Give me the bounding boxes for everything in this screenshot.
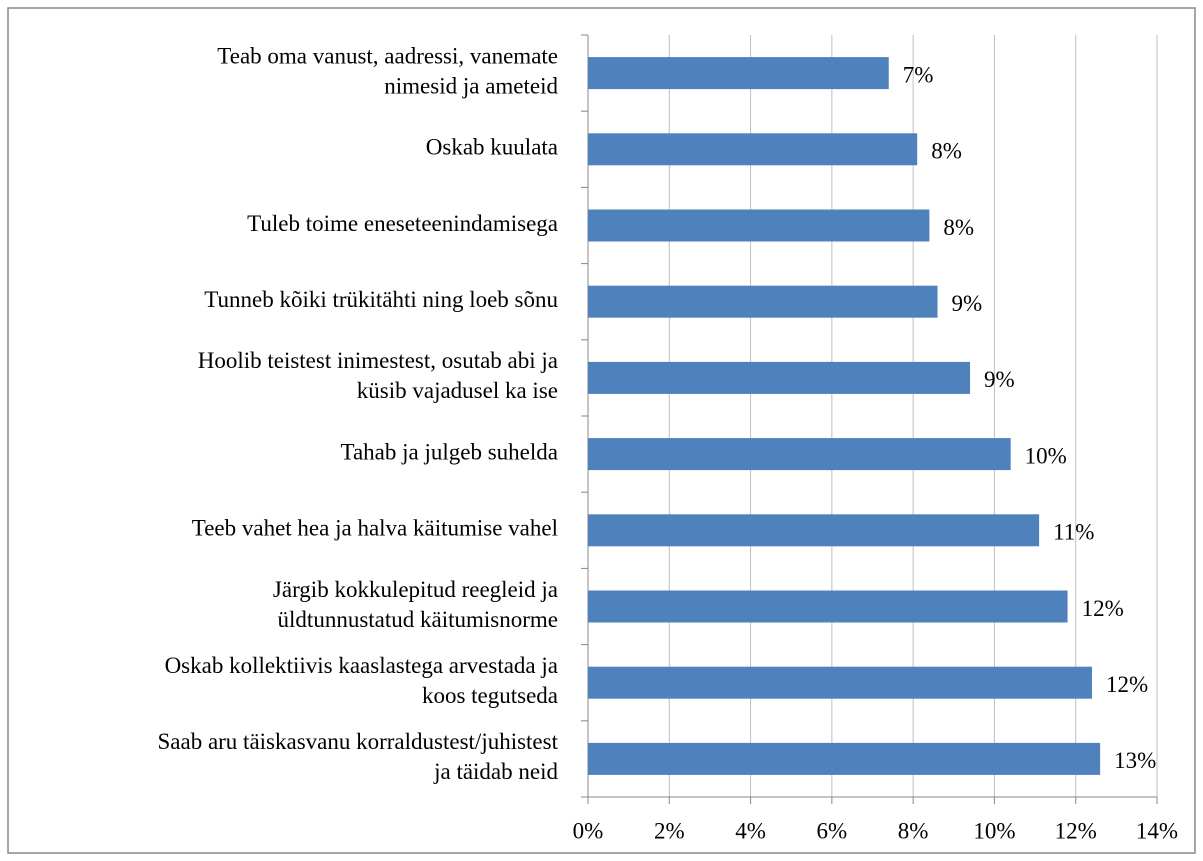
y-tick-label: Tahab ja julgeb suhelda	[341, 439, 558, 464]
bar	[588, 209, 930, 242]
x-tick-label: 8%	[898, 818, 929, 843]
y-tick-label: küsib vajadusel ka ise	[357, 378, 558, 403]
y-tick-label: üldtunnustatud käitumisnorme	[278, 607, 558, 632]
y-tick-label: Teeb vahet hea ja halva käitumise vahel	[192, 516, 558, 541]
data-label: 10%	[1025, 443, 1067, 468]
y-tick-label: Tunneb kõiki trükitähti ning loeb sõnu	[204, 287, 558, 312]
bar	[588, 361, 971, 394]
y-tick-label: Hoolib teistest inimestest, osutab abi j…	[198, 348, 558, 373]
y-tick-label: Järgib kokkulepitud reegleid ja	[273, 577, 558, 602]
y-tick-label: koos tegutseda	[422, 683, 558, 708]
y-tick-label: Tuleb toime eneseteenindamisega	[247, 211, 558, 236]
y-tick-label: Teab oma vanust, aadressi, vanemate	[217, 43, 558, 68]
x-tick-label: 2%	[654, 818, 685, 843]
data-label: 12%	[1082, 596, 1124, 621]
bar	[588, 133, 918, 166]
data-label: 11%	[1053, 520, 1094, 545]
bar	[588, 438, 1011, 471]
data-label: 7%	[903, 62, 934, 87]
bar	[588, 57, 889, 90]
x-tick-label: 4%	[735, 818, 766, 843]
data-label: 8%	[931, 139, 962, 164]
x-tick-label: 10%	[973, 818, 1015, 843]
bar	[588, 590, 1068, 623]
y-tick-label: Oskab kuulata	[426, 135, 558, 160]
x-tick-label: 12%	[1055, 818, 1097, 843]
x-tick-label: 0%	[573, 818, 604, 843]
data-label: 12%	[1106, 672, 1148, 697]
y-tick-label: ja täidab neid	[433, 759, 558, 784]
x-tick-label: 6%	[817, 818, 848, 843]
data-label: 9%	[984, 367, 1015, 392]
y-tick-label: Saab aru täiskasvanu korraldustest/juhis…	[157, 729, 558, 754]
bar	[588, 285, 938, 318]
data-label: 13%	[1114, 748, 1156, 773]
bar	[588, 742, 1101, 775]
bar	[588, 514, 1040, 547]
y-tick-label: Oskab kollektiivis kaaslastega arvestada…	[165, 653, 558, 678]
data-label: 9%	[952, 291, 983, 316]
x-tick-label: 14%	[1136, 818, 1178, 843]
data-label: 8%	[943, 215, 974, 240]
y-tick-label: nimesid ja ameteid	[384, 73, 558, 98]
bar	[588, 666, 1092, 699]
